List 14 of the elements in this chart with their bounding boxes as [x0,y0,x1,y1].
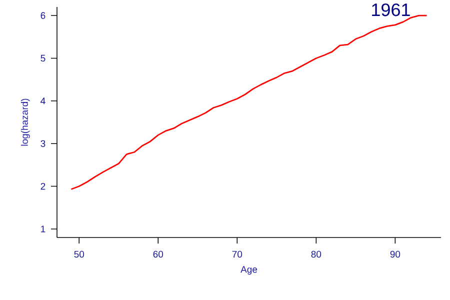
y-tick-label: 5 [40,54,46,62]
y-tick-label: 2 [40,182,46,190]
x-axis-title: Age [240,266,258,275]
y-tick-label: 6 [40,12,46,19]
x-tick-label: 60 [153,250,164,258]
y-axis-title: log(hazard) [20,98,30,146]
annotation: 1961 [372,3,410,16]
x-tick-label: 90 [390,250,400,258]
x-tick-label: 50 [74,250,84,258]
y-tick-label: 3 [40,140,46,147]
x-tick-label: 80 [311,250,322,258]
y-tick-label: 4 [40,98,46,104]
x-tick-label: 70 [232,250,242,258]
y-tick-label: 1 [41,226,46,232]
